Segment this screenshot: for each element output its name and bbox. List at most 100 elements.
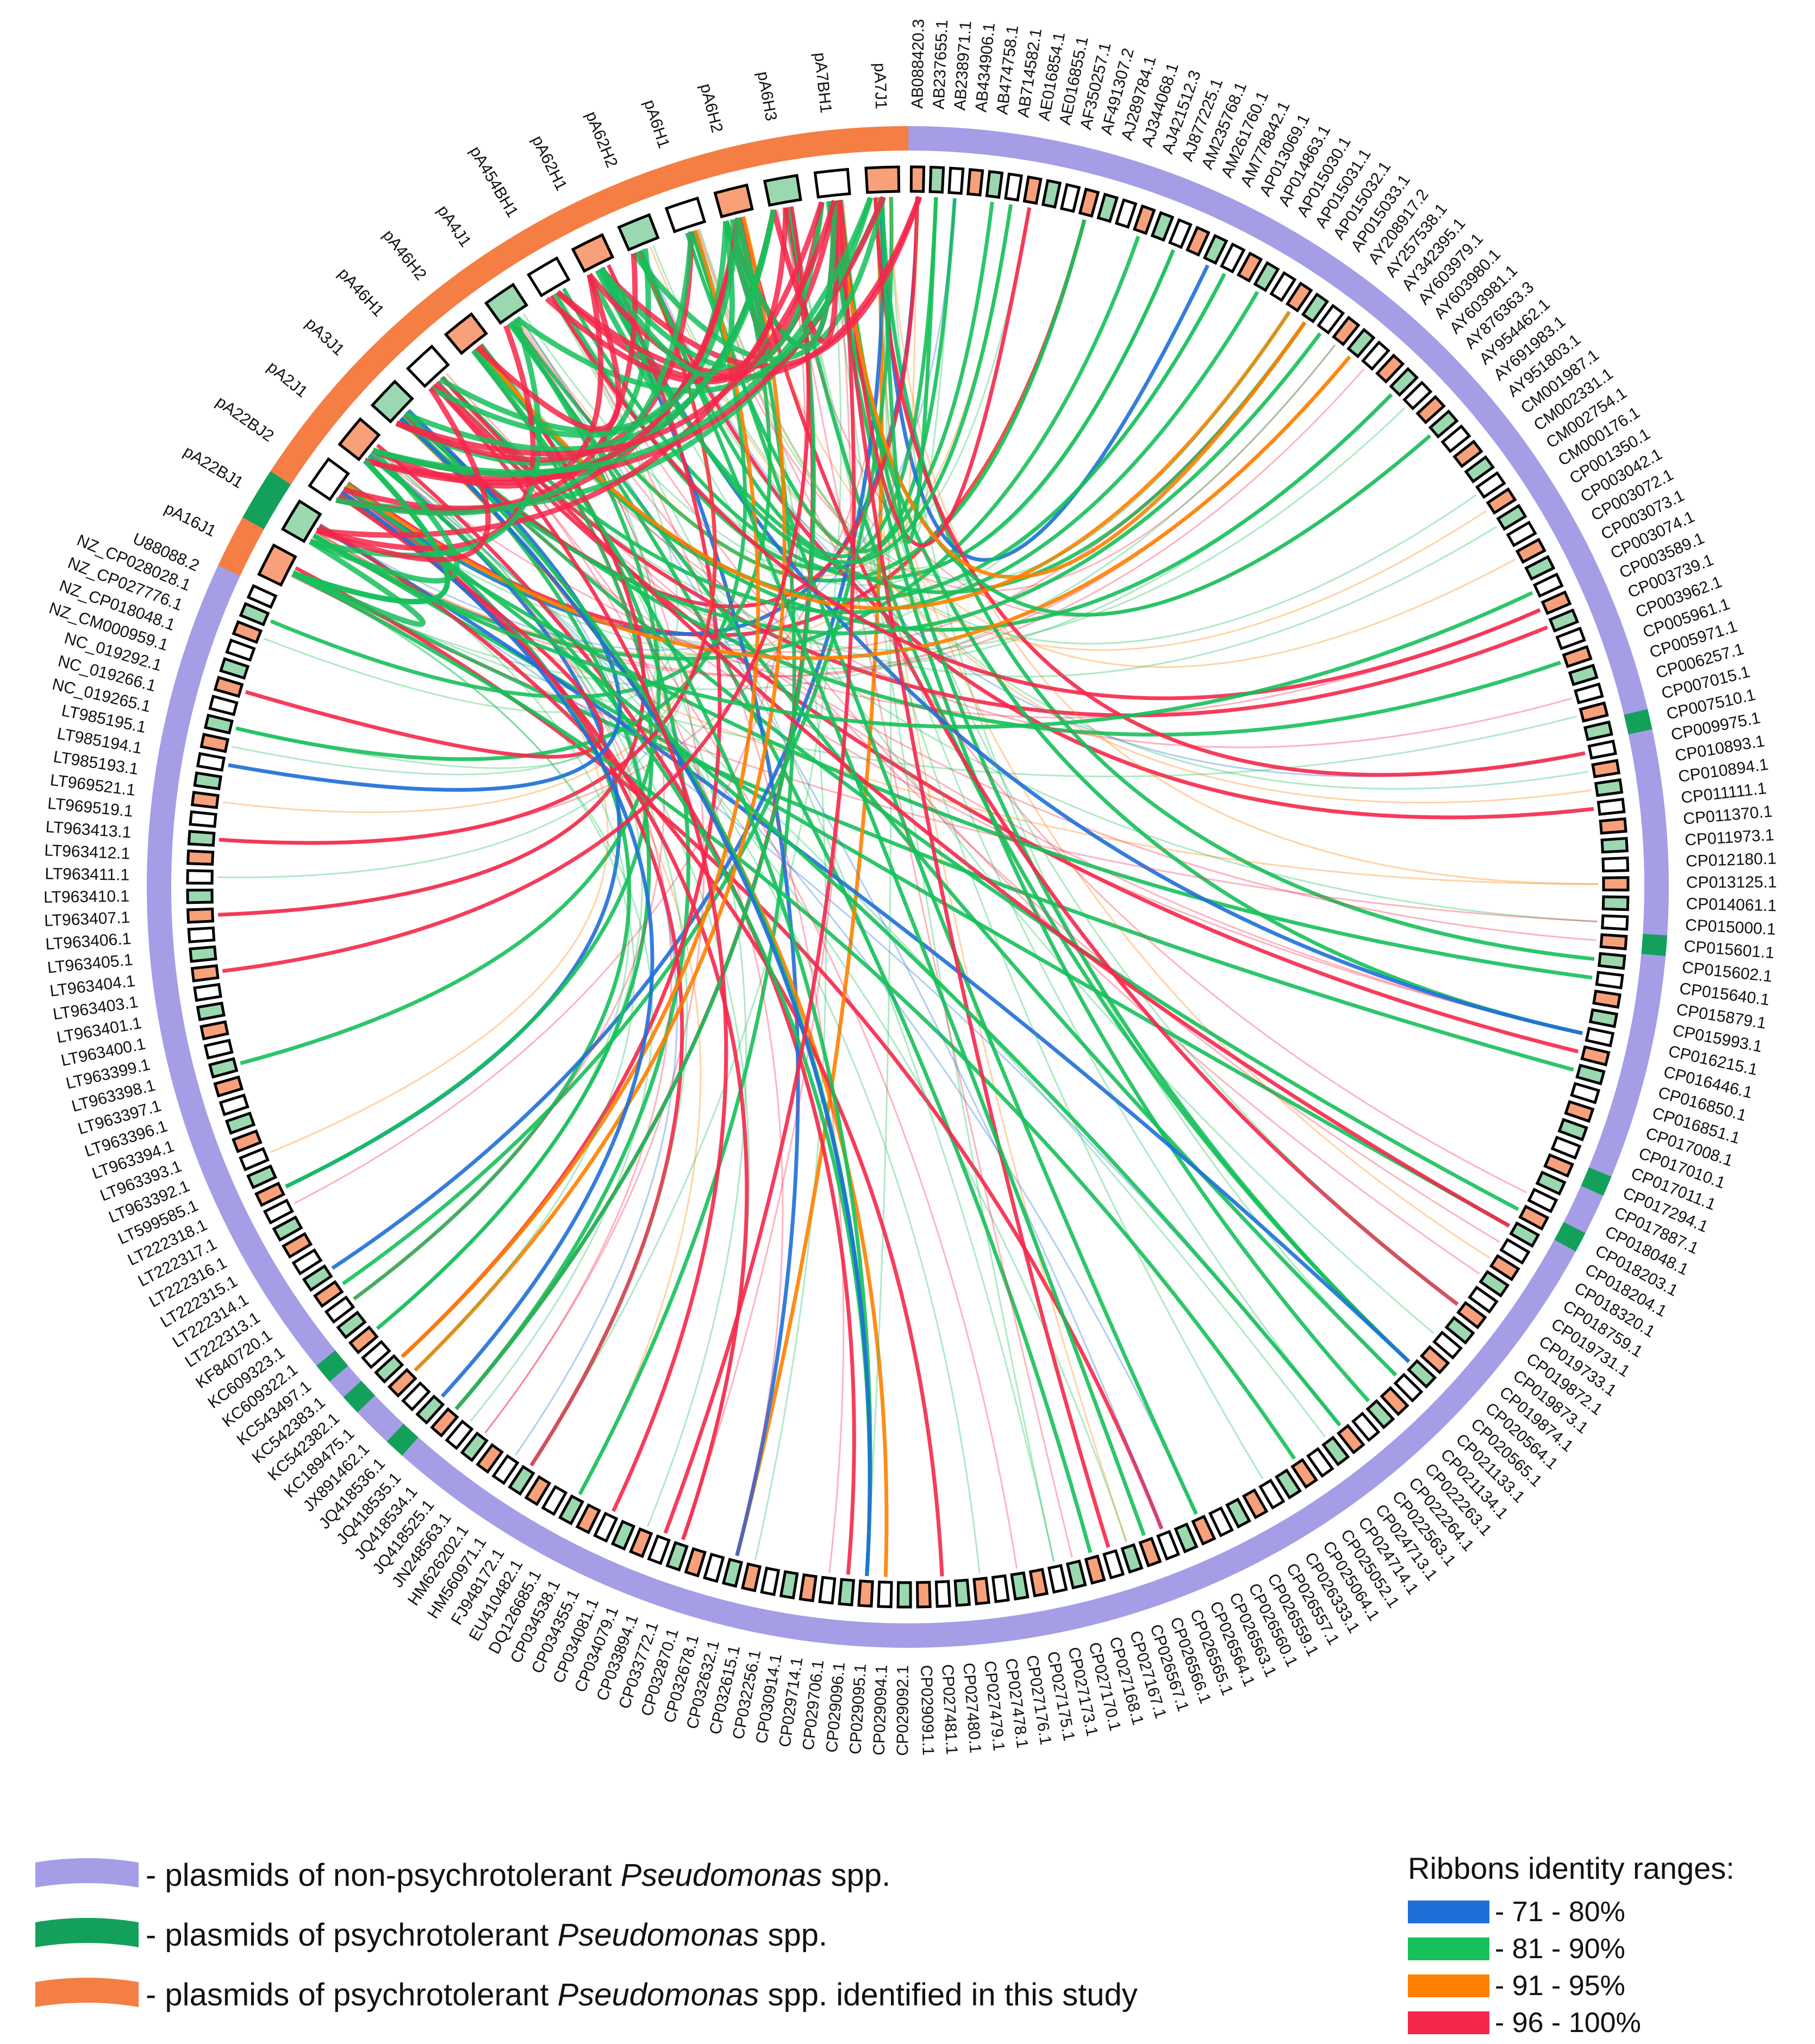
plasmid-block bbox=[1592, 989, 1621, 1009]
plasmid-label: pA4J1 bbox=[434, 202, 475, 251]
plasmid-block bbox=[208, 695, 239, 716]
plasmid-block bbox=[1515, 537, 1546, 564]
plasmid-block bbox=[1253, 261, 1280, 292]
ribbon bbox=[401, 416, 1583, 1034]
ring-segment-psychro bbox=[1580, 1167, 1612, 1197]
plasmid-block bbox=[302, 1264, 333, 1292]
plasmid-block bbox=[1509, 1221, 1540, 1248]
plasmid-block bbox=[909, 165, 926, 193]
ribbon bbox=[479, 344, 747, 1527]
plasmid-block bbox=[571, 233, 615, 273]
plasmid-block bbox=[387, 1367, 417, 1398]
plasmid-block bbox=[1583, 720, 1613, 741]
plasmid-block bbox=[190, 791, 220, 809]
legend-item-this-study: - plasmids of psychrotolerant Pseudomona… bbox=[33, 1973, 1138, 2016]
plasmid-block bbox=[324, 1295, 355, 1324]
ring-segment-nonpsychro bbox=[357, 1395, 404, 1442]
plasmid-label: pA22BJ1 bbox=[180, 442, 246, 492]
plasmid-label: CP029092.1 bbox=[894, 1665, 912, 1756]
plasmid-block bbox=[415, 1394, 445, 1425]
plasmid-block bbox=[1208, 1506, 1234, 1537]
ribbon bbox=[313, 533, 1511, 1228]
plasmid-label: CP015000.1 bbox=[1685, 916, 1776, 939]
ribbon bbox=[429, 217, 741, 438]
plasmid-block bbox=[972, 1577, 990, 1605]
ribbon bbox=[440, 376, 1511, 1228]
ribbon bbox=[587, 207, 789, 376]
plasmid-block bbox=[1588, 1008, 1619, 1028]
plasmid-block bbox=[684, 1547, 707, 1578]
ribbon bbox=[734, 218, 1516, 668]
plasmid-block bbox=[361, 1340, 391, 1370]
plasmid-label: CP012180.1 bbox=[1686, 849, 1777, 870]
legend-swatch-this-study bbox=[35, 1978, 139, 2007]
plasmid-block bbox=[1078, 187, 1100, 218]
ribbon bbox=[222, 206, 810, 973]
plasmid-block bbox=[1598, 952, 1626, 970]
plasmid-block bbox=[1595, 971, 1624, 990]
plasmid-block bbox=[189, 810, 217, 828]
plasmid-block bbox=[1132, 204, 1156, 235]
ribbon bbox=[578, 218, 796, 1496]
plasmid-block bbox=[219, 657, 250, 680]
plasmid-label: CP015601.1 bbox=[1683, 937, 1775, 962]
plasmid-block bbox=[703, 1552, 725, 1583]
plasmid-block bbox=[1191, 1514, 1217, 1546]
ring-segment-psychro bbox=[316, 1349, 348, 1382]
ring-segment-nonpsychro bbox=[1563, 1185, 1604, 1234]
plasmid-block bbox=[232, 620, 263, 644]
plasmid-block bbox=[1028, 1567, 1049, 1598]
plasmid-block bbox=[224, 1111, 256, 1135]
ribbon-legend-title: Ribbons identity ranges: bbox=[1408, 1851, 1735, 1885]
plasmid-block bbox=[1269, 271, 1297, 302]
ribbon bbox=[694, 230, 1290, 582]
plasmid-label: pA62H2 bbox=[582, 109, 621, 170]
ribbon bbox=[697, 229, 1592, 804]
plasmid-block bbox=[187, 830, 216, 847]
ribbon bbox=[682, 201, 852, 1540]
plasmid-label: pA6H1 bbox=[640, 98, 673, 151]
plasmid-label: LT963405.1 bbox=[47, 951, 134, 977]
plasmid-block bbox=[928, 166, 945, 194]
plasmid-label: LT963413.1 bbox=[45, 818, 132, 842]
ribbon bbox=[294, 208, 806, 1204]
ribbon bbox=[440, 378, 784, 1556]
plasmid-block bbox=[1225, 1497, 1251, 1529]
plasmid-block bbox=[1102, 1549, 1125, 1580]
ribbon bbox=[414, 216, 787, 1372]
plasmid-block bbox=[1402, 380, 1433, 411]
ribbon bbox=[395, 199, 837, 457]
ring-segment-psychro bbox=[242, 470, 291, 529]
plasmid-block bbox=[239, 1147, 270, 1172]
plasmid-label: AB238971.1 bbox=[951, 20, 975, 111]
plasmid-label: AB088420.3 bbox=[908, 19, 927, 109]
ring-segment-nonpsychro bbox=[146, 565, 335, 1366]
plasmid-block bbox=[1601, 895, 1630, 911]
ring-segment-study bbox=[270, 126, 909, 485]
plasmid-block bbox=[219, 1093, 250, 1116]
plasmid-block bbox=[1389, 367, 1419, 397]
plasmid-block bbox=[1361, 340, 1390, 371]
plasmid-block bbox=[1555, 627, 1586, 651]
plasmid-label: CP029094.1 bbox=[870, 1665, 891, 1756]
ring-segment-nonpsychro bbox=[401, 1240, 1576, 1648]
plasmid-block bbox=[1365, 1399, 1395, 1429]
plasmid-block bbox=[213, 1075, 244, 1098]
ribbon bbox=[836, 200, 1307, 579]
ribbon bbox=[518, 316, 1163, 1529]
ribbon bbox=[331, 197, 885, 1270]
plasmid-block bbox=[1022, 175, 1043, 205]
ribbon bbox=[315, 386, 491, 562]
plasmid-block bbox=[186, 869, 214, 885]
plasmid-block bbox=[1156, 1529, 1181, 1561]
plasmid-block bbox=[628, 1527, 653, 1558]
plasmid-block bbox=[1570, 1082, 1601, 1104]
ribbon-range-91-95: - 91 - 95% bbox=[1408, 1967, 1799, 2004]
plasmid-block bbox=[1220, 242, 1246, 274]
plasmid-block bbox=[1499, 1237, 1531, 1265]
plasmid-block bbox=[1202, 234, 1228, 265]
plasmid-block bbox=[1321, 1435, 1350, 1467]
plasmid-block bbox=[1440, 424, 1471, 453]
plasmid-block bbox=[429, 1407, 459, 1438]
plasmid-block bbox=[818, 1576, 837, 1605]
